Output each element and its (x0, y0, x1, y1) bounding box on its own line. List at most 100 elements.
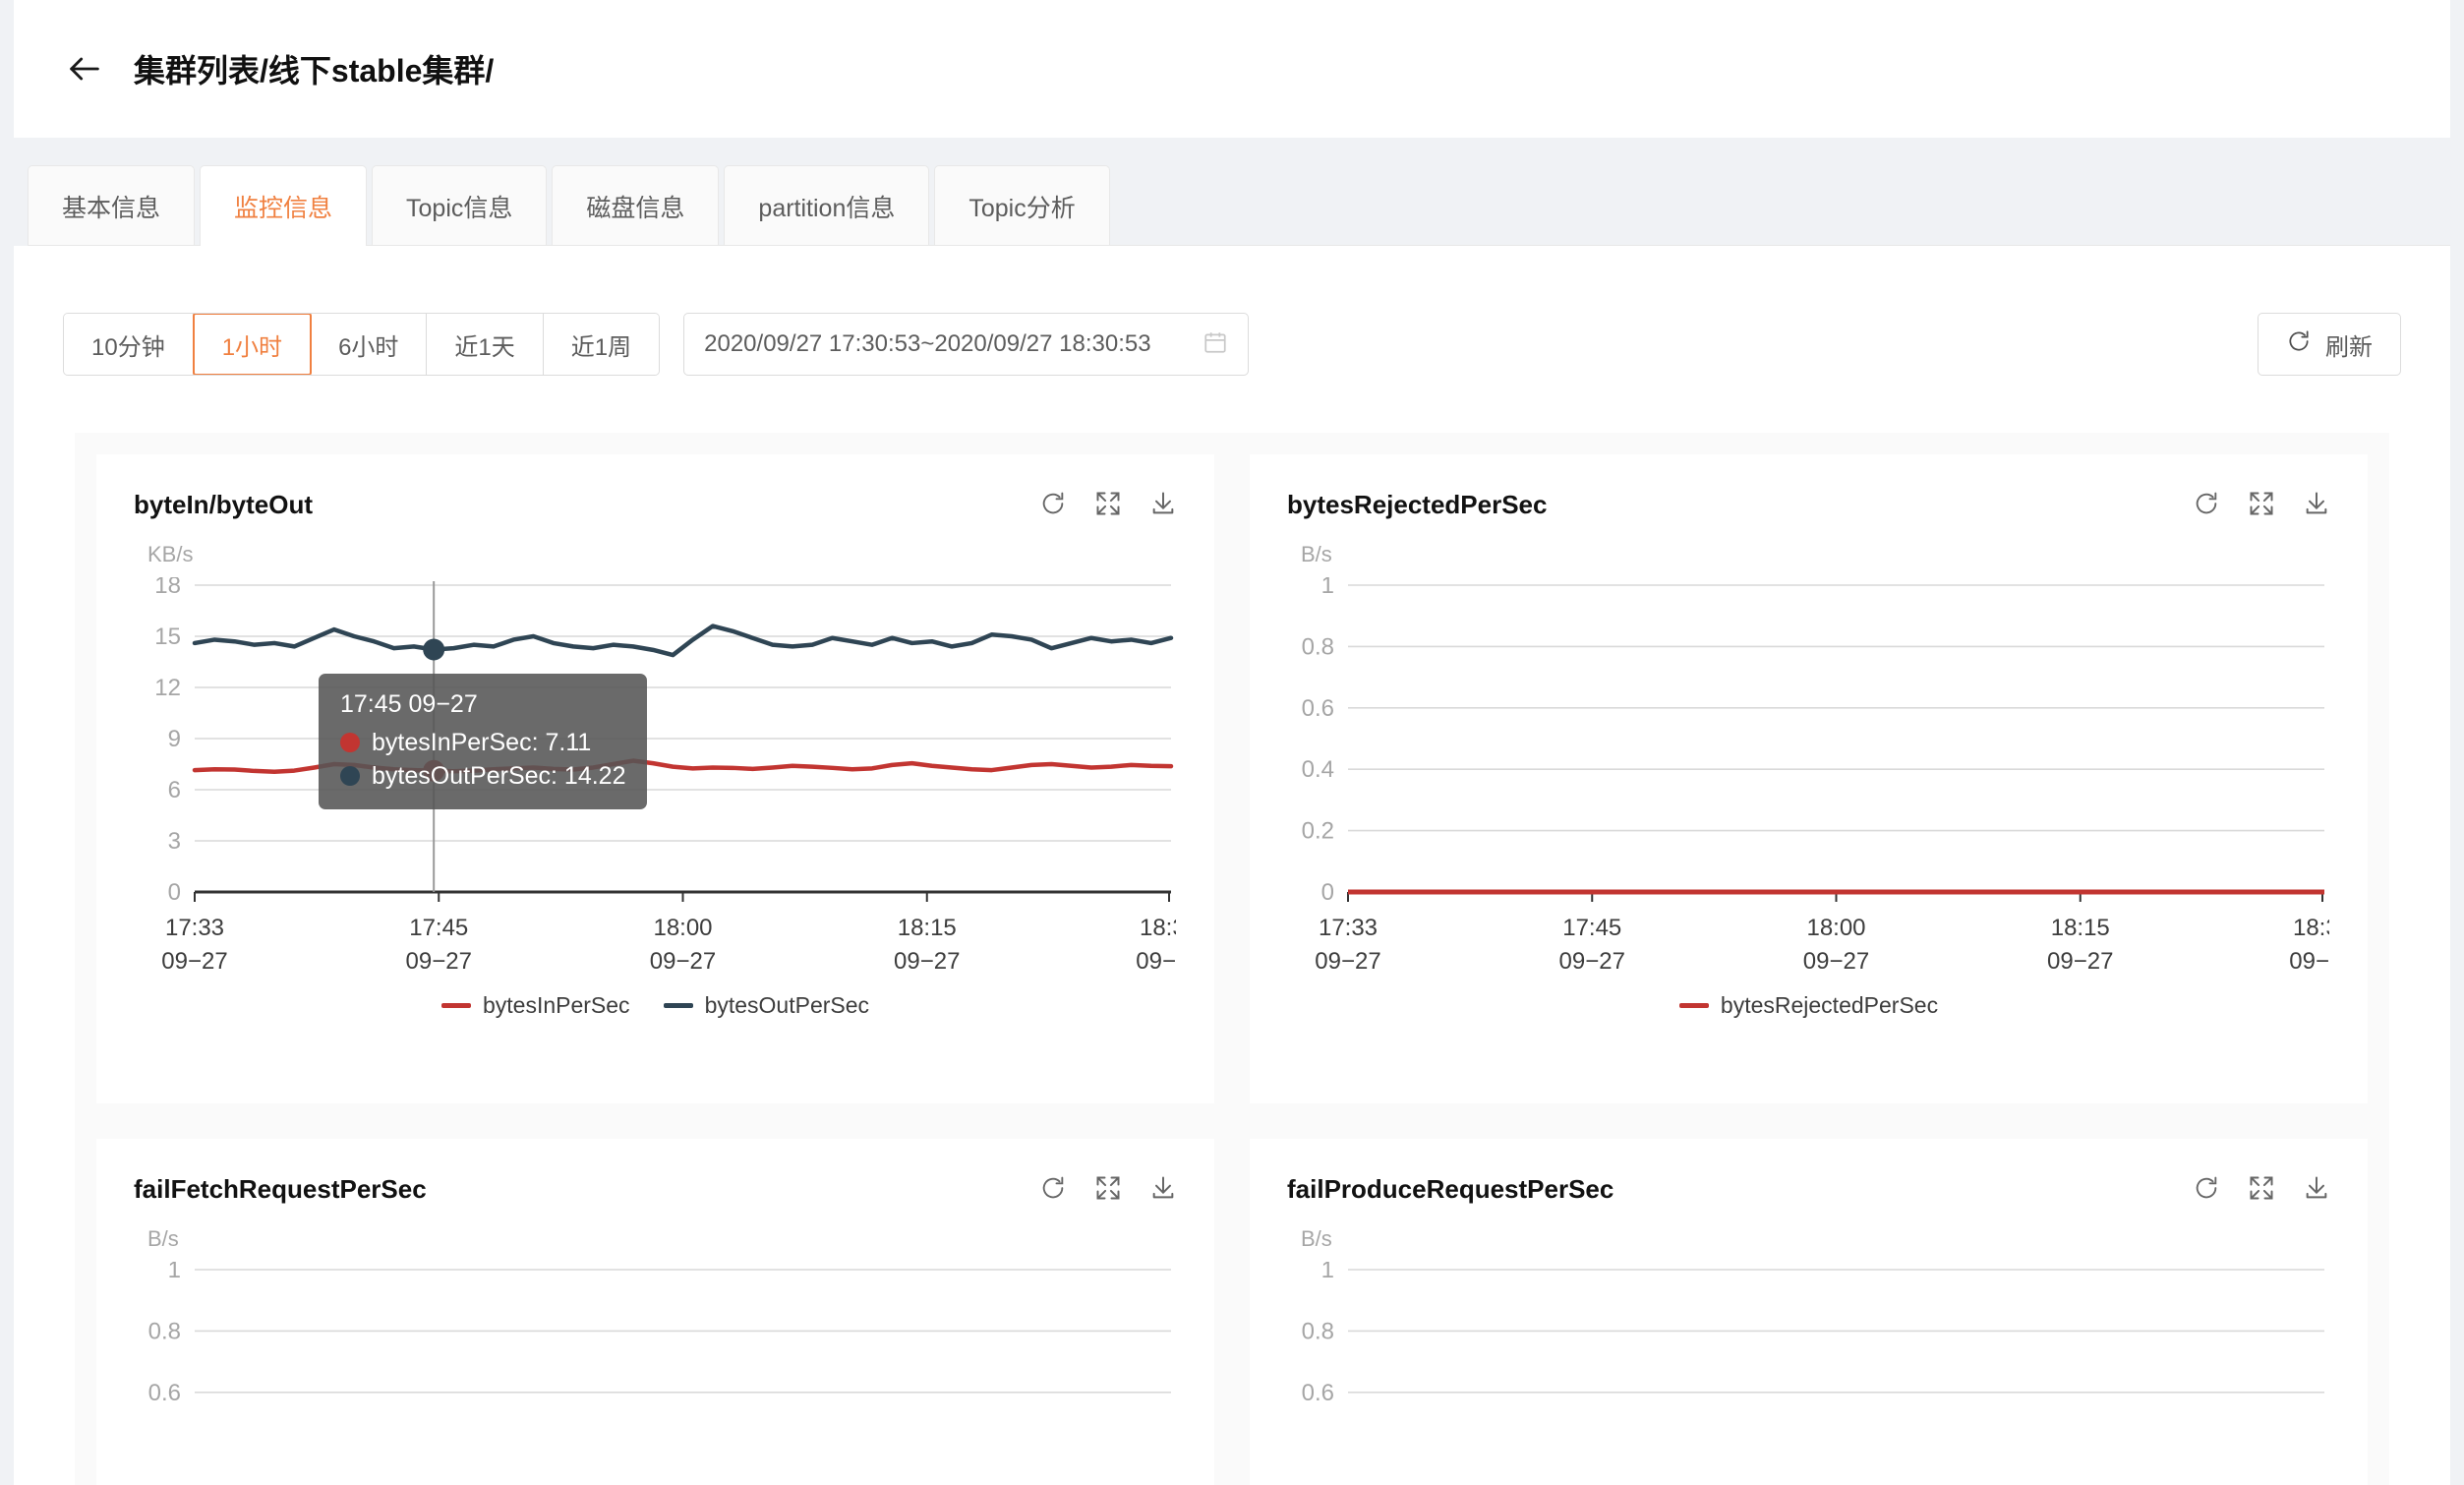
date-range-input[interactable]: 2020/09/27 17:30:53~2020/09/27 18:30:53 (683, 313, 1250, 376)
svg-text:17:45: 17:45 (1562, 915, 1621, 941)
refresh-button[interactable]: 刷新 (2258, 313, 2401, 376)
svg-text:09−27: 09−27 (2289, 948, 2329, 971)
chart-header: failProduceRequestPerSec (1287, 1174, 2330, 1205)
svg-text:0: 0 (1321, 879, 1334, 906)
refresh-icon[interactable] (1039, 490, 1067, 517)
chart-toolbox (1039, 490, 1177, 517)
expand-icon[interactable] (1094, 1174, 1122, 1202)
chart-legend: bytesRejectedPerSec (1287, 992, 2330, 1019)
time-range-2[interactable]: 6小时 (311, 314, 428, 375)
tab-4[interactable]: partition信息 (724, 165, 930, 246)
svg-text:1: 1 (1321, 1262, 1334, 1283)
chart-legend: bytesInPerSec bytesOutPerSec (134, 992, 1177, 1019)
time-range-label: 6小时 (338, 333, 399, 361)
arrow-left-icon (70, 57, 99, 81)
legend-item[interactable]: bytesOutPerSec (663, 992, 870, 1019)
tab-label: Topic分析 (968, 194, 1076, 222)
svg-text:09−27: 09−27 (1803, 948, 1869, 971)
svg-text:9: 9 (168, 726, 181, 752)
chart-header: bytesRejectedPerSec (1287, 490, 2330, 520)
page-header: 集群列表/线下stable集群/ (14, 0, 2450, 138)
legend-label: bytesRejectedPerSec (1720, 992, 1939, 1018)
refresh-icon[interactable] (2193, 490, 2220, 517)
refresh-icon[interactable] (1039, 1174, 1067, 1202)
tab-3[interactable]: 磁盘信息 (552, 165, 720, 246)
y-axis-unit: B/s (147, 1226, 179, 1251)
time-range-3[interactable]: 近1天 (427, 314, 544, 375)
tab-underline (28, 245, 2450, 246)
plot-area-byteInOut: 0 3 6 9 12 15 18 17:33 09−27 17:45 09−27 18:00 09−27… (134, 577, 1177, 971)
refresh-icon (2286, 328, 2312, 361)
svg-text:0: 0 (168, 879, 181, 906)
svg-text:1: 1 (1321, 577, 1334, 599)
tab-bar: 基本信息 监控信息 Topic信息 磁盘信息 partition信息 Topic分析 (14, 138, 2450, 247)
chart-toolbox (2193, 490, 2330, 517)
svg-text:15: 15 (154, 624, 181, 650)
legend-label: bytesInPerSec (482, 992, 630, 1018)
time-range-4[interactable]: 近1周 (543, 314, 660, 375)
tab-0[interactable]: 基本信息 (28, 165, 196, 246)
download-icon[interactable] (1149, 1174, 1177, 1202)
plot-area-failFetchRequestPerSec: 0.6 0.8 1 (134, 1262, 1177, 1485)
expand-icon[interactable] (2248, 1174, 2275, 1202)
svg-text:09−27: 09−27 (894, 948, 960, 971)
tab-label: 监控信息 (234, 194, 333, 222)
y-axis-unit: KB/s (147, 542, 194, 566)
svg-text:09−27: 09−27 (1136, 948, 1176, 971)
svg-text:0.8: 0.8 (1302, 633, 1334, 660)
time-range-label: 1小时 (221, 333, 283, 361)
svg-text:18:30: 18:30 (2293, 915, 2329, 941)
legend-swatch (663, 1003, 693, 1008)
legend-item[interactable]: bytesInPerSec (440, 992, 630, 1019)
download-icon[interactable] (2303, 490, 2330, 517)
svg-text:09−27: 09−27 (1315, 948, 1380, 971)
chart-title: byteIn/byteOut (134, 490, 314, 519)
legend-item[interactable]: bytesRejectedPerSec (1678, 992, 1939, 1019)
chart-header: failFetchRequestPerSec (134, 1174, 1177, 1205)
svg-text:18:30: 18:30 (1140, 915, 1176, 941)
breadcrumb: 集群列表/线下stable集群/ (134, 53, 495, 89)
y-axis-unit: B/s (1301, 542, 1332, 566)
svg-text:18:15: 18:15 (898, 915, 957, 941)
time-range-label: 10分钟 (91, 333, 165, 361)
legend-label: bytesOutPerSec (704, 992, 870, 1018)
svg-text:17:33: 17:33 (165, 915, 224, 941)
tab-5[interactable]: Topic分析 (934, 165, 1110, 246)
time-range-1[interactable]: 1小时 (192, 314, 313, 375)
tab-label: partition信息 (758, 194, 896, 222)
svg-text:0.2: 0.2 (1302, 818, 1334, 845)
chart-row-1: byteIn/byteOut (96, 454, 2368, 1103)
chart-card-byteInOut: byteIn/byteOut (96, 454, 1214, 1103)
svg-text:18:15: 18:15 (2051, 915, 2110, 941)
download-icon[interactable] (1149, 490, 1177, 517)
download-icon[interactable] (2303, 1174, 2330, 1202)
chart-toolbox (1039, 1174, 1177, 1202)
time-range-0[interactable]: 10分钟 (64, 314, 194, 375)
tab-2[interactable]: Topic信息 (372, 165, 548, 246)
svg-text:1: 1 (168, 1262, 181, 1283)
chart-title: bytesRejectedPerSec (1287, 490, 1548, 519)
svg-text:0.8: 0.8 (148, 1318, 181, 1344)
svg-text:09−27: 09−27 (161, 948, 227, 971)
chart-title: failFetchRequestPerSec (134, 1174, 427, 1204)
y-axis-unit: B/s (1301, 1226, 1332, 1251)
tab-label: 磁盘信息 (586, 194, 685, 222)
chart-card-failProduceRequestPerSec: failProduceRequestPerSec (1250, 1139, 2368, 1485)
chart-grid: byteIn/byteOut (75, 433, 2389, 1485)
chart-title: failProduceRequestPerSec (1287, 1174, 1614, 1204)
svg-text:0.6: 0.6 (1302, 695, 1334, 722)
time-range-group[interactable]: 10分钟 1小时 6小时 近1天 近1周 (63, 313, 661, 376)
chart-card-bytesRejectedPerSec: bytesRejectedPerSec (1250, 454, 2368, 1103)
svg-text:09−27: 09−27 (1559, 948, 1625, 971)
plot-area-bytesRejectedPerSec: 0 0.2 0.4 0.6 0.8 1 17:33 09−27 17:45 09−27 18:00 0… (1287, 577, 2330, 971)
refresh-icon[interactable] (2193, 1174, 2220, 1202)
svg-text:0.4: 0.4 (1302, 756, 1334, 783)
expand-icon[interactable] (1094, 490, 1122, 517)
expand-icon[interactable] (2248, 490, 2275, 517)
tab-label: Topic信息 (406, 194, 513, 222)
svg-text:18:00: 18:00 (1806, 915, 1865, 941)
tab-1[interactable]: 监控信息 (200, 165, 368, 247)
chart-row-2: failFetchRequestPerSec (96, 1139, 2368, 1485)
back-button[interactable] (63, 47, 106, 90)
